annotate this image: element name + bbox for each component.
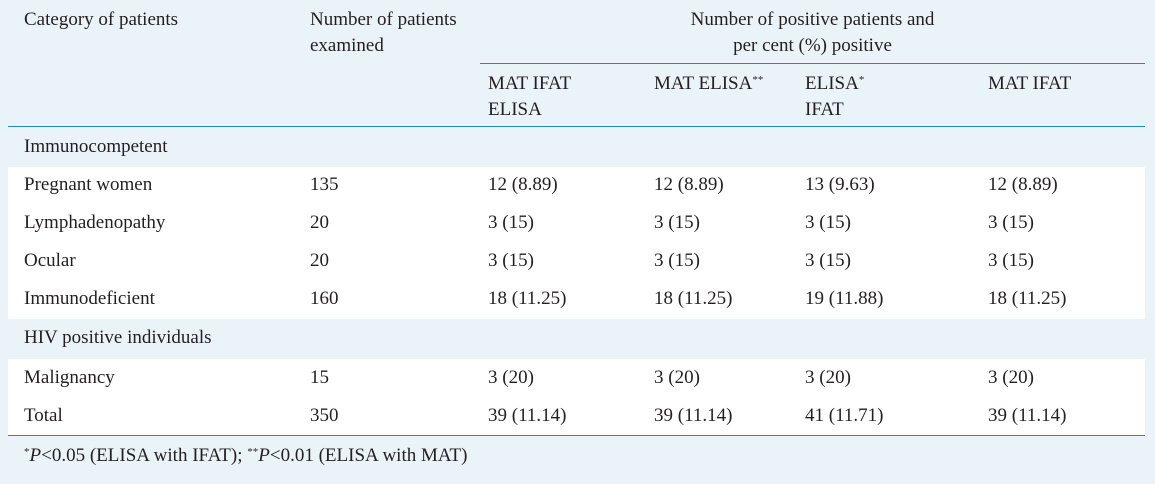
- row-elisa-ifat: 3 (15): [805, 250, 851, 271]
- col-header-examined-2: examined: [310, 35, 384, 56]
- row-elisa-ifat: 41 (11.71): [805, 405, 884, 426]
- table-bottom-rule: [8, 435, 1145, 436]
- subheader-mat-elisa: MAT ELISA**: [654, 73, 764, 94]
- row-examined: 350: [310, 405, 339, 426]
- row-mat-ifat-elisa: 3 (15): [488, 250, 534, 271]
- row-examined: 160: [310, 288, 339, 309]
- row-category: Ocular: [24, 250, 76, 271]
- row-mat-elisa: 18 (11.25): [654, 288, 733, 309]
- row-mat-ifat: 3 (15): [988, 250, 1034, 271]
- row-category: Lymphadenopathy: [24, 212, 166, 233]
- subheader-elisa-ifat-1: ELISA*: [805, 73, 865, 94]
- col-header-positive-1: Number of positive patients and: [690, 9, 935, 30]
- row-elisa-ifat: 19 (11.88): [805, 288, 884, 309]
- row-category: Total: [24, 405, 63, 426]
- row-mat-ifat-elisa: 39 (11.14): [488, 405, 567, 426]
- row-examined: 135: [310, 174, 339, 195]
- row-elisa-ifat: 3 (20): [805, 367, 851, 388]
- body-band-1: [8, 167, 1145, 319]
- row-mat-elisa: 12 (8.89): [654, 174, 724, 195]
- subheader-mat-ifat-elisa-1: MAT IFAT: [488, 73, 572, 94]
- table-container: Category of patients Number of patients …: [4, 4, 1150, 479]
- row-mat-ifat: 3 (15): [988, 212, 1034, 233]
- row-mat-elisa: 39 (11.14): [654, 405, 733, 426]
- row-mat-ifat-elisa: 3 (15): [488, 212, 534, 233]
- header-subrule: [480, 63, 1145, 64]
- section-hiv-positive: HIV positive individuals: [24, 327, 212, 348]
- row-category: Pregnant women: [24, 174, 153, 195]
- table-footnote: *P<0.05 (ELISA with IFAT); **P<0.01 (ELI…: [24, 445, 468, 466]
- row-category: Malignancy: [24, 367, 115, 388]
- subheader-mat-ifat: MAT IFAT: [988, 73, 1072, 94]
- subheader-elisa-ifat-2: IFAT: [805, 99, 844, 120]
- row-mat-ifat-elisa: 3 (20): [488, 367, 534, 388]
- row-mat-elisa: 3 (15): [654, 212, 700, 233]
- subheader-mat-ifat-elisa-2: ELISA: [488, 99, 542, 120]
- row-examined: 20: [310, 250, 329, 271]
- row-mat-ifat: 12 (8.89): [988, 174, 1058, 195]
- col-header-category: Category of patients: [24, 9, 179, 30]
- row-category: Immunodeficient: [24, 288, 155, 309]
- col-header-positive-2: per cent (%) positive: [733, 35, 892, 56]
- row-mat-ifat: 39 (11.14): [988, 405, 1067, 426]
- row-mat-elisa: 3 (20): [654, 367, 700, 388]
- body-band-2: [8, 359, 1145, 435]
- row-mat-ifat-elisa: 12 (8.89): [488, 174, 558, 195]
- row-mat-ifat: 18 (11.25): [988, 288, 1067, 309]
- row-elisa-ifat: 13 (9.63): [805, 174, 875, 195]
- header-bottom-rule: [8, 126, 1145, 127]
- col-header-examined-1: Number of patients: [310, 9, 457, 30]
- row-mat-elisa: 3 (15): [654, 250, 700, 271]
- row-elisa-ifat: 3 (15): [805, 212, 851, 233]
- row-examined: 15: [310, 367, 329, 388]
- row-mat-ifat: 3 (20): [988, 367, 1034, 388]
- row-mat-ifat-elisa: 18 (11.25): [488, 288, 567, 309]
- section-immunocompetent: Immunocompetent: [24, 136, 168, 157]
- row-examined: 20: [310, 212, 329, 233]
